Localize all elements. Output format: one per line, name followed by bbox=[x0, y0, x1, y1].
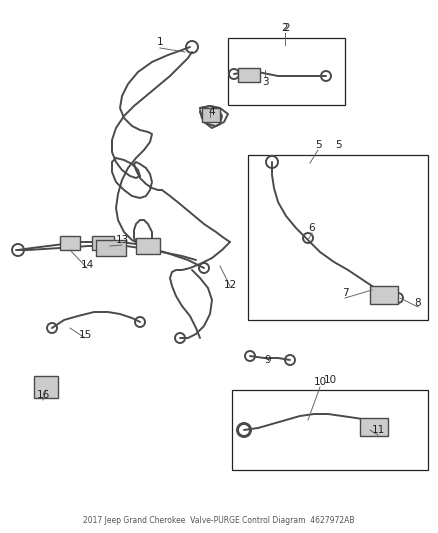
Text: 1: 1 bbox=[157, 37, 163, 47]
Text: 4: 4 bbox=[208, 107, 215, 117]
FancyBboxPatch shape bbox=[360, 418, 388, 436]
Bar bbox=[232, 390, 428, 470]
Text: 13: 13 bbox=[115, 235, 129, 245]
Text: 15: 15 bbox=[78, 330, 92, 340]
Text: 7: 7 bbox=[342, 288, 348, 298]
Text: 11: 11 bbox=[371, 425, 385, 435]
Text: 6: 6 bbox=[309, 223, 315, 233]
FancyBboxPatch shape bbox=[136, 238, 160, 254]
Text: 2: 2 bbox=[282, 23, 288, 33]
FancyBboxPatch shape bbox=[60, 236, 80, 250]
FancyBboxPatch shape bbox=[34, 376, 58, 398]
Bar bbox=[228, 38, 345, 105]
Text: 16: 16 bbox=[36, 390, 49, 400]
Bar bbox=[248, 155, 428, 320]
Text: 5: 5 bbox=[335, 140, 341, 150]
Bar bbox=[202, 108, 220, 122]
Bar bbox=[96, 240, 126, 256]
Text: 5: 5 bbox=[314, 140, 321, 150]
Text: 3: 3 bbox=[261, 77, 268, 87]
Text: 2017 Jeep Grand Cherokee  Valve-PURGE Control Diagram  4627972AB: 2017 Jeep Grand Cherokee Valve-PURGE Con… bbox=[83, 516, 355, 525]
FancyBboxPatch shape bbox=[370, 286, 398, 304]
Text: 10: 10 bbox=[314, 377, 327, 387]
Text: 12: 12 bbox=[223, 280, 237, 290]
Text: 10: 10 bbox=[323, 375, 336, 385]
Text: 2: 2 bbox=[283, 23, 290, 33]
Text: 9: 9 bbox=[265, 355, 271, 365]
FancyBboxPatch shape bbox=[238, 68, 260, 82]
Text: 8: 8 bbox=[415, 298, 421, 308]
FancyBboxPatch shape bbox=[92, 236, 114, 250]
Text: 14: 14 bbox=[81, 260, 94, 270]
